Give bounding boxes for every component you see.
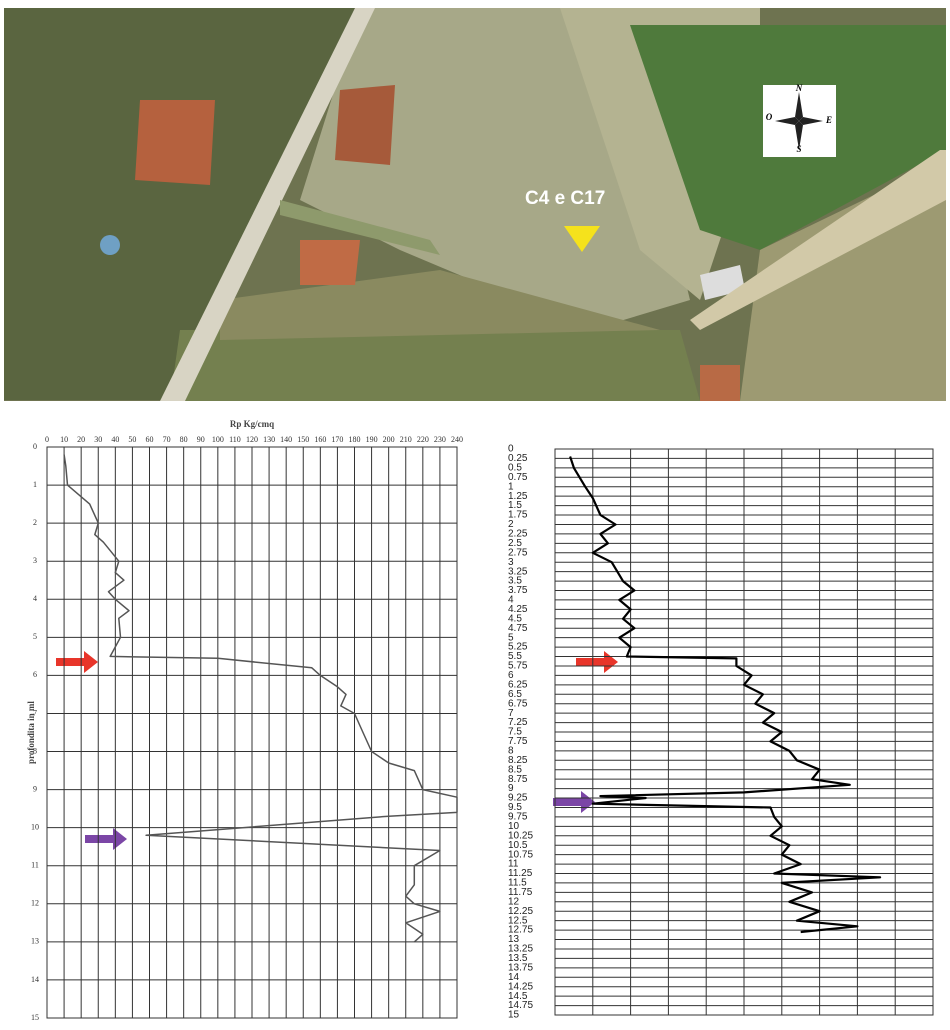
aerial-map: [4, 8, 946, 401]
x-tick-label: 220: [417, 435, 429, 444]
x-tick-label: 200: [383, 435, 395, 444]
compass-s: S: [796, 144, 801, 154]
y-tick-label: 3: [33, 556, 37, 565]
x-tick-label: 60: [146, 435, 154, 444]
x-tick-label: 150: [297, 435, 309, 444]
y-tick-label: 14: [31, 975, 39, 984]
x-tick-label: 180: [349, 435, 361, 444]
x-tick-label: 100: [212, 435, 224, 444]
arrow: [56, 651, 98, 673]
y-tick-label: 9: [33, 784, 37, 793]
x-tick-label: 130: [263, 435, 275, 444]
x-axis-title: Rp Kg/cmq: [230, 419, 274, 429]
arrow: [85, 828, 127, 850]
x-tick-label: 230: [434, 435, 446, 444]
y-tick-label: 6: [33, 670, 37, 679]
y-tick-label: 0: [33, 442, 37, 451]
x-tick-label: 240: [451, 435, 463, 444]
x-tick-label: 0: [45, 435, 49, 444]
x-tick-label: 90: [197, 435, 205, 444]
figure: N S E O C4 e C17 01020304050607080901001…: [0, 0, 950, 1030]
y-tick-label: 5: [33, 632, 37, 641]
x-tick-label: 160: [314, 435, 326, 444]
x-tick-label: 140: [280, 435, 292, 444]
y-tick-label: 10: [31, 822, 39, 831]
x-tick-label: 70: [163, 435, 171, 444]
y-tick-label: 1: [33, 480, 37, 489]
x-tick-label: 10: [60, 435, 68, 444]
y-tick-label: 4: [33, 594, 37, 603]
y-tick-label: 15: [508, 1010, 520, 1021]
x-tick-label: 190: [366, 435, 378, 444]
x-tick-label: 210: [400, 435, 412, 444]
profile-line: [64, 455, 457, 942]
site-label: C4 e C17: [525, 188, 605, 209]
x-tick-label: 20: [77, 435, 85, 444]
y-tick-label: 15: [31, 1013, 39, 1022]
x-tick-label: 80: [180, 435, 188, 444]
x-tick-label: 170: [331, 435, 343, 444]
page: {"map": {"label": "C4 e C17", "compass":…: [0, 0, 950, 1030]
x-tick-label: 30: [94, 435, 102, 444]
x-tick-label: 120: [246, 435, 258, 444]
x-tick-label: 40: [111, 435, 119, 444]
y-axis-title: profondita in ml: [26, 701, 36, 764]
compass-w: O: [766, 112, 773, 122]
y-tick-label: 12: [31, 899, 39, 908]
y-tick-label: 13: [31, 937, 39, 946]
x-tick-label: 110: [229, 435, 241, 444]
compass-n: N: [795, 83, 803, 93]
x-tick-label: 50: [128, 435, 136, 444]
arrow: [576, 651, 618, 673]
arrow: [553, 791, 595, 813]
y-tick-label: 11: [31, 861, 39, 870]
y-tick-label: 2: [33, 518, 37, 527]
compass-e: E: [825, 115, 832, 125]
